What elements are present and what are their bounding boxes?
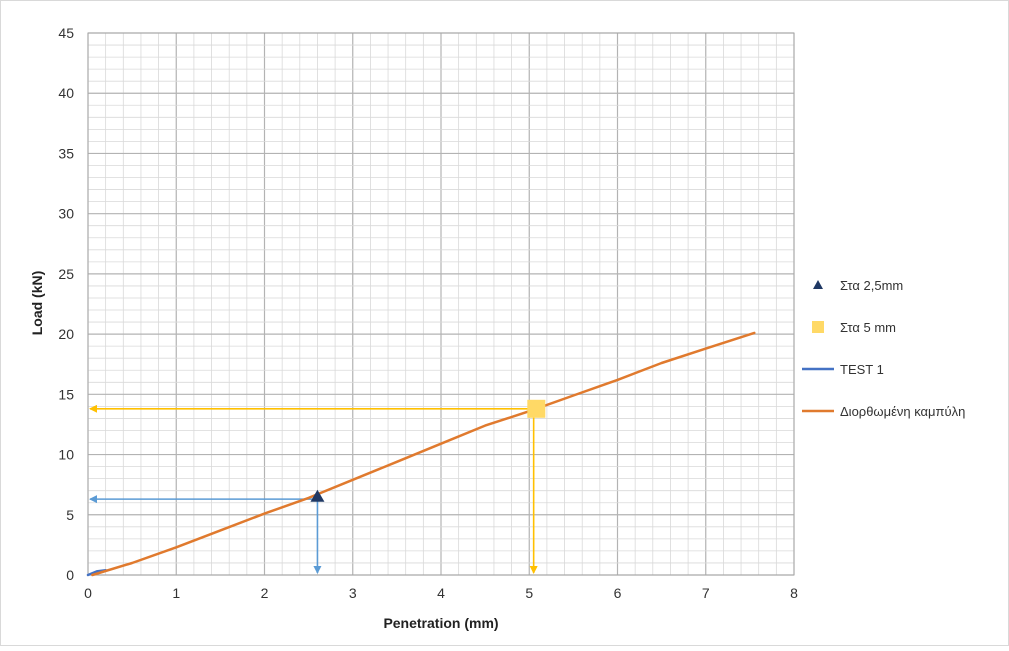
legend-triangle-icon (813, 280, 823, 289)
legend-label: Στα 2,5mm (840, 278, 903, 293)
y-axis-title: Load (kN) (29, 271, 45, 336)
y-tick-label: 20 (58, 326, 74, 342)
legend-square-icon (812, 321, 824, 333)
x-tick-label: 8 (790, 585, 798, 601)
square-marker (527, 399, 546, 418)
series-line (91, 331, 756, 577)
plot-area-border (87, 32, 795, 576)
x-tick-label: 2 (261, 585, 269, 601)
series-layer (86, 331, 756, 577)
x-tick-label: 4 (437, 585, 445, 601)
legend: Στα 2,5mm Στα 5 mm TEST 1 Διορθωμένη καμπύλ… (802, 278, 965, 419)
triangle-marker (310, 489, 325, 502)
x-tick-label: 7 (702, 585, 710, 601)
y-tick-label: 15 (58, 386, 74, 402)
y-tick-label: 35 (58, 145, 74, 161)
legend-label: Στα 5 mm (840, 320, 896, 335)
x-tick-label: 6 (614, 585, 622, 601)
y-tick-label: 0 (66, 567, 74, 583)
x-tick-label: 3 (349, 585, 357, 601)
legend-label: Διορθωμένη καμπύλη (840, 404, 965, 419)
y-tick-label: 45 (58, 25, 74, 41)
y-tick-label: 25 (58, 266, 74, 282)
y-tick-label: 30 (58, 206, 74, 222)
grid (87, 32, 795, 576)
reference-arrows (89, 404, 538, 574)
x-tick-label: 0 (84, 585, 92, 601)
y-tick-label: 40 (58, 85, 74, 101)
x-tick-label: 1 (172, 585, 180, 601)
y-tick-label: 5 (66, 507, 74, 523)
y-tick-label: 10 (58, 447, 74, 463)
x-tick-label: 5 (525, 585, 533, 601)
legend-label: TEST 1 (840, 362, 884, 377)
x-axis-title: Penetration (mm) (383, 615, 498, 631)
